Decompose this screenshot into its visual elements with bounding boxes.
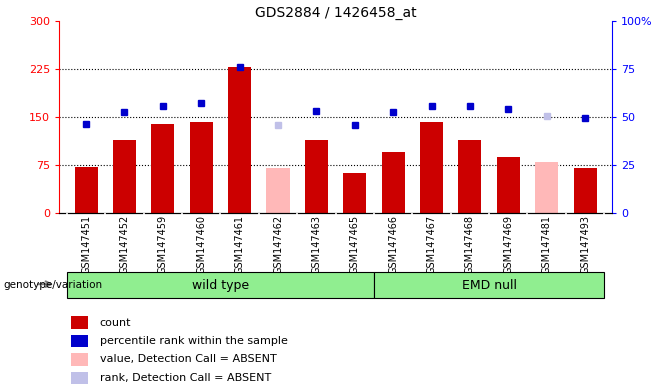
Bar — [459, 139, 482, 213]
Text: wild type: wild type — [192, 279, 249, 291]
Bar — [71, 335, 88, 347]
Text: GSM147465: GSM147465 — [350, 215, 360, 274]
Bar — [67, 272, 374, 298]
Text: percentile rank within the sample: percentile rank within the sample — [100, 336, 288, 346]
Bar — [535, 162, 558, 213]
Text: genotype/variation: genotype/variation — [3, 280, 103, 290]
Bar — [420, 122, 443, 213]
Text: GSM147459: GSM147459 — [158, 215, 168, 274]
Bar — [71, 353, 88, 366]
Text: GSM147481: GSM147481 — [542, 215, 551, 274]
Title: GDS2884 / 1426458_at: GDS2884 / 1426458_at — [255, 6, 417, 20]
Text: EMD null: EMD null — [462, 279, 517, 291]
Bar — [497, 157, 520, 213]
Bar — [266, 168, 290, 213]
Text: GSM147469: GSM147469 — [503, 215, 513, 274]
Text: count: count — [100, 318, 131, 328]
Text: value, Detection Call = ABSENT: value, Detection Call = ABSENT — [100, 354, 276, 364]
Bar — [305, 139, 328, 213]
Text: GSM147468: GSM147468 — [465, 215, 475, 274]
Text: GSM147452: GSM147452 — [120, 215, 130, 274]
Bar — [71, 316, 88, 329]
Bar — [574, 168, 597, 213]
Text: GSM147462: GSM147462 — [273, 215, 283, 274]
Text: GSM147461: GSM147461 — [235, 215, 245, 274]
Text: GSM147466: GSM147466 — [388, 215, 398, 274]
Text: rank, Detection Call = ABSENT: rank, Detection Call = ABSENT — [100, 373, 271, 383]
Text: GSM147451: GSM147451 — [81, 215, 91, 274]
Bar — [382, 152, 405, 213]
Bar — [190, 122, 213, 213]
Bar — [228, 67, 251, 213]
Bar — [71, 372, 88, 384]
Bar — [151, 124, 174, 213]
Text: GSM147460: GSM147460 — [196, 215, 206, 274]
Text: GSM147463: GSM147463 — [311, 215, 321, 274]
Bar — [113, 139, 136, 213]
Bar — [74, 167, 97, 213]
Bar — [343, 174, 367, 213]
Text: GSM147493: GSM147493 — [580, 215, 590, 274]
Text: GSM147467: GSM147467 — [426, 215, 436, 274]
Bar — [374, 272, 604, 298]
